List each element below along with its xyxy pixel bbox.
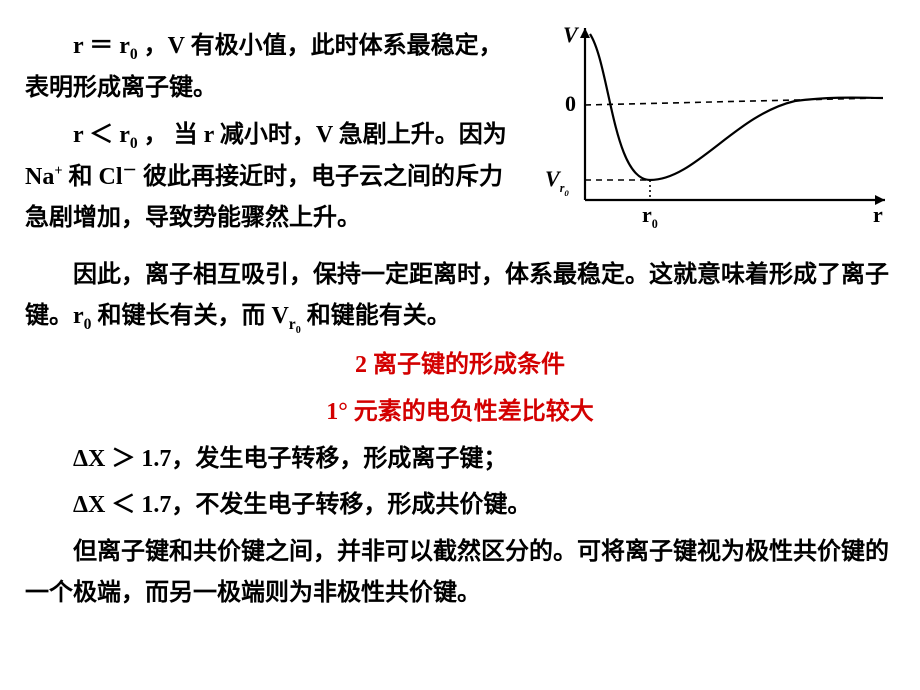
paragraph-6: 但离子键和共价键之间，并非可以截然区分的。可将离子键视为极性共价键的一个极端，而… — [25, 532, 895, 614]
paragraph-4: ΔX ＞ 1.7，发生电子转移，形成离子键； — [25, 439, 895, 480]
p1-a: r ＝ r — [73, 33, 130, 59]
svg-text:V: V — [563, 22, 580, 47]
p3-r0: r0 — [289, 316, 301, 333]
p2-f: － — [123, 163, 137, 179]
graph-svg: V 0 Vr0 r0 r — [535, 20, 895, 240]
p2-a: r ＜ r — [73, 122, 130, 148]
p2-d: + — [54, 163, 62, 179]
svg-text:r: r — [873, 202, 883, 227]
paragraph-1: r ＝ r0 ，V 有极小值，此时体系最稳定，表明形成离子键。 — [25, 26, 525, 109]
svg-text:r0: r0 — [642, 202, 658, 231]
p1-b: 0 — [130, 46, 138, 63]
paragraph-3: 因此，离子相互吸引，保持一定距离时，体系最稳定。这就意味着形成了离子键。r0 和… — [25, 255, 895, 339]
paragraph-5: ΔX ＜ 1.7，不发生电子转移，形成共价键。 — [25, 485, 895, 526]
p2-b: 0 — [130, 135, 138, 152]
paragraph-2: r ＜ r0 ， 当 r 减小时，V 急剧上升。因为 Na+ 和 Cl－ 彼此再… — [25, 115, 525, 239]
top-row: r ＝ r0 ，V 有极小值，此时体系最稳定，表明形成离子键。 r ＜ r0 ，… — [25, 20, 895, 245]
p3-c: 和键长有关，而 V — [91, 303, 288, 329]
p3-d: 和键能有关。 — [301, 303, 451, 329]
svg-text:Vr0: Vr0 — [545, 166, 569, 198]
heading-electronegativity: 1° 元素的电负性差比较大 — [25, 392, 895, 433]
potential-energy-graph: V 0 Vr0 r0 r — [535, 20, 895, 230]
heading-conditions: 2 离子键的形成条件 — [25, 345, 895, 386]
page: r ＝ r0 ，V 有极小值，此时体系最稳定，表明形成离子键。 r ＜ r0 ，… — [0, 0, 920, 690]
p3-r0-r: r — [289, 316, 296, 333]
svg-text:0: 0 — [565, 91, 576, 116]
top-text: r ＝ r0 ，V 有极小值，此时体系最稳定，表明形成离子键。 r ＜ r0 ，… — [25, 20, 525, 245]
p2-e: 和 Cl — [63, 164, 123, 190]
